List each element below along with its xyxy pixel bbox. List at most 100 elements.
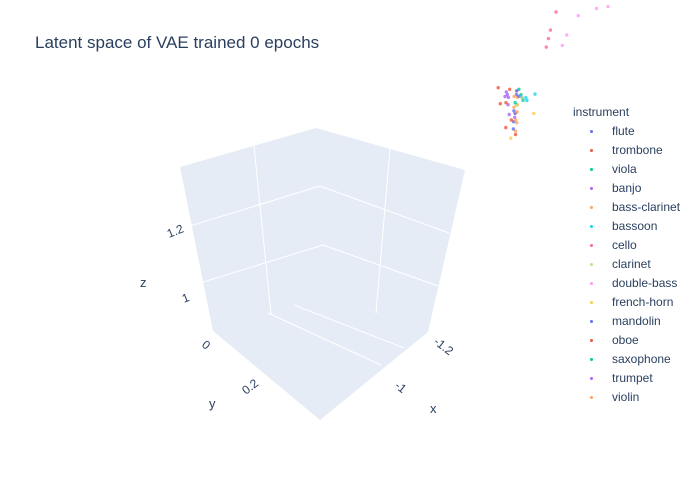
data-point-clarinet (520, 95, 524, 100)
legend-label: saxophone (612, 352, 671, 366)
grid-lines (189, 145, 450, 366)
data-point-oboe (509, 118, 513, 122)
z-axis-title: z (140, 275, 147, 290)
legend-item-viola[interactable]: viola (573, 160, 680, 179)
legend-label: mandolin (612, 314, 661, 328)
data-point-double-bass (576, 13, 580, 18)
y-tick-label: 0 (199, 337, 213, 352)
legend[interactable]: instrument flute trombone viola banjo bass-c… (573, 104, 680, 407)
legend-label: viola (612, 162, 637, 176)
data-point-trombone (496, 86, 500, 90)
legend-item-mandolin[interactable]: mandolin (573, 312, 680, 331)
legend-marker (590, 206, 593, 209)
x-tick-label: -1 (392, 378, 409, 396)
wall-back-left (180, 128, 327, 331)
data-point-bassoon (524, 96, 528, 100)
wall-back-right (316, 128, 465, 332)
legend-item-trombone[interactable]: trombone (573, 141, 680, 160)
data-point-double-bass (560, 43, 564, 48)
data-point-trombone (508, 87, 512, 92)
data-point-saxophone (513, 101, 517, 105)
legend-marker (590, 339, 593, 342)
data-point-bassoon (533, 92, 537, 96)
data-point-oboe (504, 101, 508, 105)
data-point-banjo (504, 90, 508, 94)
legend-marker (590, 244, 593, 247)
legend-marker (590, 225, 593, 228)
legend-marker (590, 187, 593, 190)
data-point-trombone (504, 125, 508, 130)
legend-item-clarinet[interactable]: clarinet (573, 255, 680, 274)
data-point-violin (512, 94, 516, 99)
legend-label: banjo (612, 181, 642, 195)
legend-marker (590, 358, 593, 361)
legend-label: bass-clarinet (612, 200, 681, 214)
legend-label: double-bass (612, 276, 678, 290)
legend-label: flute (612, 124, 635, 138)
data-point-double-bass (565, 33, 569, 37)
legend-marker (590, 320, 593, 323)
legend-label: clarinet (612, 257, 651, 271)
x-tick-label: -1.2 (431, 334, 456, 358)
legend-item-violin[interactable]: violin (573, 388, 680, 407)
data-point-banjo (506, 95, 511, 100)
chart-title: Latent space of VAE trained 0 epochs (35, 33, 320, 52)
data-point-bass-clarinet (514, 118, 518, 122)
legend-marker (590, 263, 593, 266)
x-axis-title: x (430, 401, 437, 416)
data-point-french-horn (509, 136, 513, 140)
data-point-cello (546, 36, 551, 41)
data-point-violin (515, 110, 519, 114)
legend-item-flute[interactable]: flute (573, 122, 680, 141)
data-point-mandolin (515, 89, 519, 93)
data-point-trombone (513, 132, 518, 137)
data-point-double-bass (594, 6, 599, 11)
legend-item-saxophone[interactable]: saxophone (573, 350, 680, 369)
legend-item-cello[interactable]: cello (573, 236, 680, 255)
legend-marker (590, 282, 593, 285)
wall-floor (213, 295, 428, 420)
legend-marker (590, 377, 593, 380)
legend-marker (590, 301, 593, 304)
legend-title: instrument (573, 105, 630, 119)
legend-marker (590, 149, 593, 152)
data-points (496, 4, 610, 140)
data-point-violin (515, 121, 519, 125)
data-point-trumpet (507, 112, 511, 117)
legend-item-bassoon[interactable]: bassoon (573, 217, 680, 236)
data-point-french-horn (532, 111, 536, 116)
data-point-viola (521, 98, 525, 102)
data-point-clarinet (514, 103, 518, 108)
legend-label: trumpet (612, 371, 653, 385)
data-point-banjo (505, 92, 510, 97)
legend-label: violin (612, 390, 640, 404)
data-point-cello (554, 10, 558, 14)
data-point-trombone (498, 102, 502, 106)
data-point-double-bass (606, 4, 610, 9)
legend-label: trombone (612, 143, 663, 157)
y-tick-label: 0.2 (239, 376, 261, 398)
data-point-cello (544, 45, 548, 49)
y-axis-title: y (209, 396, 216, 411)
legend-item-oboe[interactable]: oboe (573, 331, 680, 350)
legend-marker (590, 130, 593, 133)
legend-item-bass-clarinet[interactable]: bass-clarinet (573, 198, 680, 217)
data-point-trumpet (503, 94, 507, 99)
legend-item-french-horn[interactable]: french-horn (573, 293, 680, 312)
data-point-flute (514, 92, 519, 97)
data-point-bass-clarinet (513, 129, 518, 133)
legend-label: cello (612, 238, 637, 252)
z-tick-label: 1.2 (165, 221, 186, 240)
legend-item-double-bass[interactable]: double-bass (573, 274, 680, 293)
data-point-cello (548, 28, 553, 32)
legend-label: french-horn (612, 295, 674, 309)
z-tick-label: 1 (180, 290, 192, 306)
data-point-bassoon (525, 98, 529, 103)
data-point-violin (512, 105, 516, 110)
legend-item-trumpet[interactable]: trumpet (573, 369, 680, 388)
legend-label: oboe (612, 333, 639, 347)
legend-item-banjo[interactable]: banjo (573, 179, 680, 198)
data-point-banjo (513, 115, 517, 120)
legend-marker (590, 168, 593, 171)
